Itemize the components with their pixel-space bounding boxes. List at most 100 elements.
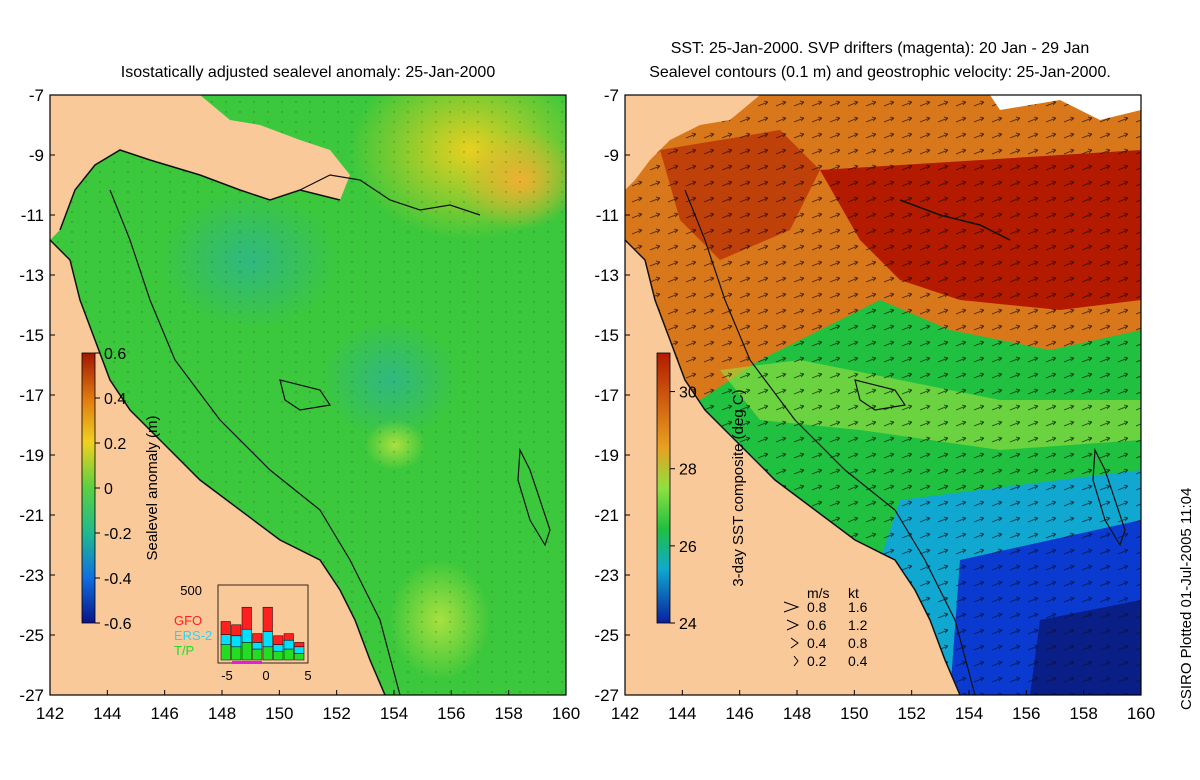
left-lat-tick-label: -9: [29, 146, 44, 165]
inset-bar: [262, 631, 273, 648]
sst-colorbar: 30 28 26 24 3-day SST composite (deg C): [656, 352, 747, 633]
right-lon-tick-label: 142: [611, 704, 639, 723]
right-lon-tick-label: 146: [725, 704, 753, 723]
right-lat-tick-label: -25: [594, 626, 619, 645]
velocity-key-ms: 0.8: [807, 599, 827, 615]
inset-xtick-neg: -5: [221, 668, 233, 683]
inset-bar: [231, 635, 242, 648]
sst-colorbar-label: 3-day SST composite (deg C): [730, 389, 747, 586]
inset-bar: [273, 644, 284, 652]
velocity-key-arrow: [790, 637, 799, 649]
left-lat-tick-label: -11: [21, 206, 44, 225]
sst-colorbar-tick-label: 28: [679, 462, 697, 479]
inset-bar: [273, 650, 284, 661]
left-lon-tick-label: 152: [322, 704, 350, 723]
left-lat-tick-label: -19: [19, 446, 44, 465]
right-lat-tick-label: -21: [594, 506, 619, 525]
sealevel-colorbar-tick-label: 0.4: [104, 391, 126, 408]
left-lon-tick-label: 154: [380, 704, 408, 723]
right-lat-tick-label: -19: [594, 446, 619, 465]
inset-bar: [252, 633, 263, 643]
left-lon-tick-label: 158: [494, 704, 522, 723]
left-lat-tick-label: -15: [19, 326, 44, 345]
right-map-field: [625, 95, 1141, 695]
right-lon-tick-label: 156: [1012, 704, 1040, 723]
right-lat-tick-label: -9: [604, 146, 619, 165]
left-panel-title: Isostatically adjusted sealevel anomaly:…: [120, 64, 496, 81]
inset-bar: [294, 646, 305, 654]
left-map-field: [50, 95, 566, 695]
inset-xtick-zero: 0: [262, 668, 269, 683]
velocity-key-arrow: [786, 619, 800, 631]
sst-colorbar-tick-label: 30: [679, 385, 697, 402]
right-lat-tick-label: -27: [594, 686, 619, 705]
velocity-key-header-kt: kt: [848, 585, 859, 601]
left-lon-tick-label: 156: [437, 704, 465, 723]
altimeter-inset: 500 -5 0 5 GFO ERS-2 T/P: [174, 583, 312, 683]
right-lon-tick-label: 152: [897, 704, 925, 723]
velocity-key-ms: 0.4: [807, 635, 827, 651]
sealevel-colorbar-tick-label: 0: [104, 481, 113, 498]
sst-colorbar-tick-label: 26: [679, 539, 697, 556]
inset-bar: [220, 621, 231, 635]
velocity-key-ms: 0.2: [807, 653, 827, 669]
right-lon-tick-label: 160: [1127, 704, 1155, 723]
inset-bar: [283, 639, 294, 650]
inset-bar: [241, 642, 252, 661]
inset-bar: [294, 653, 305, 661]
left-lon-tick-label: 142: [36, 704, 64, 723]
right-lat-tick-label: -13: [594, 266, 619, 285]
velocity-key-arrow: [793, 655, 799, 667]
sealevel-colorbar-tick-label: 0.2: [104, 436, 126, 453]
velocity-key-kt: 1.6: [848, 599, 868, 615]
sealevel-colorbar-label: Sealevel anomaly (m): [144, 415, 161, 560]
sealevel-colorbar-tick-label: 0.6: [104, 346, 126, 363]
inset-bar: [252, 642, 263, 650]
right-lon-tick-label: 148: [783, 704, 811, 723]
right-lat-tick-label: -17: [594, 386, 619, 405]
inset-bar: [273, 635, 284, 645]
left-lat-tick-label: -17: [19, 386, 44, 405]
left-lon-tick-label: 146: [150, 704, 178, 723]
inset-bar: [283, 648, 294, 661]
right-lat-tick-label: -7: [604, 86, 619, 105]
credit-text: CSIRO Plotted 01-Jul-2005 11:04: [1178, 487, 1195, 710]
inset-bar: [262, 646, 273, 661]
inset-bar: [262, 606, 273, 632]
left-lon-tick-label: 160: [552, 704, 580, 723]
left-lon-tick-label: 150: [265, 704, 293, 723]
sealevel-colorbar-tick-label: -0.6: [104, 616, 132, 633]
inset-legend-ers2: ERS-2: [174, 628, 212, 643]
inset-bar: [220, 634, 231, 645]
left-lat-tick-label: -27: [19, 686, 44, 705]
inset-top-label: 500: [180, 583, 202, 598]
inset-bar: [294, 642, 305, 648]
left-lon-tick-label: 148: [208, 704, 236, 723]
sst-colorbar-tick-label: 24: [679, 616, 697, 633]
inset-bar: [241, 628, 252, 643]
right-lat-tick-label: -23: [594, 566, 619, 585]
left-lat-tick-label: -13: [19, 266, 44, 285]
right-lon-tick-label: 154: [955, 704, 983, 723]
sealevel-colorbar-tick-label: -0.2: [104, 526, 132, 543]
right-lat-tick-label: -15: [594, 326, 619, 345]
inset-legend-gfo: GFO: [174, 613, 202, 628]
velocity-key: m/s kt 0.8 1.6 0.6 1.2 0.4 0.8 0.2 0.4: [783, 585, 868, 669]
inset-bar: [252, 648, 263, 661]
velocity-key-kt: 0.8: [848, 635, 868, 651]
right-lat-tick-label: -11: [596, 206, 619, 225]
velocity-key-ms: 0.6: [807, 617, 827, 633]
right-panel-title-line1: SST: 25-Jan-2000. SVP drifters (magenta)…: [670, 40, 1090, 57]
right-lon-tick-label: 144: [668, 704, 696, 723]
inset-bar: [241, 606, 252, 630]
left-lat-tick-label: -23: [19, 566, 44, 585]
inset-bar: [220, 644, 231, 661]
inset-bar: [283, 633, 294, 641]
inset-legend-tp: T/P: [174, 643, 194, 658]
left-lat-tick-label: -21: [19, 506, 44, 525]
left-lon-tick-label: 144: [93, 704, 121, 723]
velocity-key-kt: 0.4: [848, 653, 868, 669]
